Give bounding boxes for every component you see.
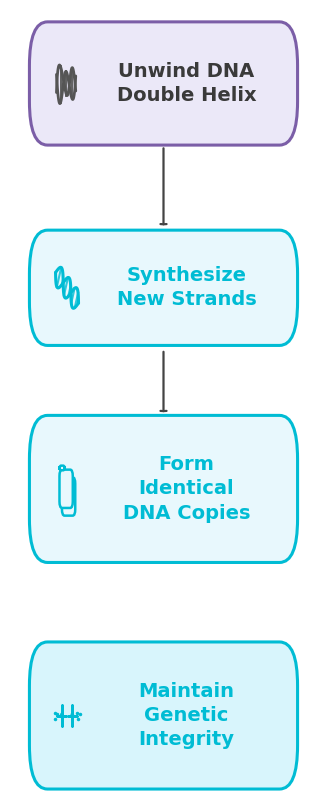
FancyBboxPatch shape	[29, 231, 298, 345]
FancyBboxPatch shape	[29, 415, 298, 563]
Text: Maintain
Genetic
Integrity: Maintain Genetic Integrity	[138, 682, 234, 749]
FancyBboxPatch shape	[29, 642, 298, 789]
FancyBboxPatch shape	[60, 470, 73, 508]
Text: Synthesize
New Strands: Synthesize New Strands	[116, 266, 256, 309]
FancyBboxPatch shape	[29, 21, 298, 145]
Text: Form
Identical
DNA Copies: Form Identical DNA Copies	[123, 456, 250, 522]
Text: Unwind DNA
Double Helix: Unwind DNA Double Helix	[117, 62, 256, 105]
FancyBboxPatch shape	[60, 466, 65, 471]
FancyBboxPatch shape	[62, 477, 75, 516]
